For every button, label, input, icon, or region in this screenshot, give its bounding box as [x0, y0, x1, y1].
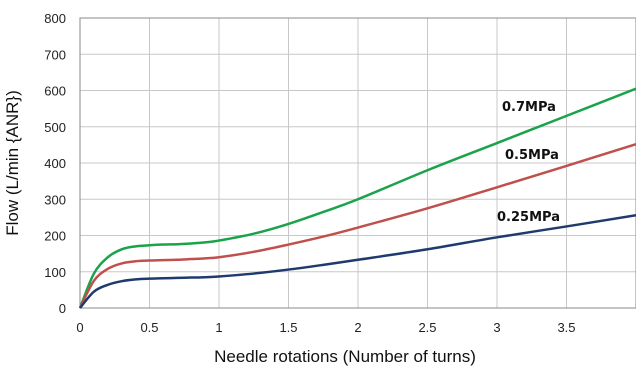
- series-labels: 0.7MPa 0.5MPa 0.25MPa: [497, 100, 560, 225]
- x-tick-labels: 0 0.5 1 1.5 2 2.5 3 3.5: [76, 320, 575, 335]
- x-tick-label: 3: [493, 320, 500, 335]
- series-label-0.7MPa: 0.7MPa: [502, 100, 556, 115]
- y-tick-labels: 0 100 200 300 400 500 600 700 800: [44, 11, 66, 316]
- y-axis-title: Flow (L/min {ANR}): [3, 90, 22, 235]
- series-line-0.5MPa: [78, 142, 636, 309]
- x-tick-label: 2: [354, 320, 361, 335]
- plot-frame: [79, 17, 636, 309]
- x-tick-label: 3.5: [557, 320, 575, 335]
- x-tick-label: 2.5: [418, 320, 436, 335]
- y-tick-label: 200: [44, 229, 66, 244]
- y-tick-label: 500: [44, 120, 66, 135]
- series-label-0.25MPa: 0.25MPa: [497, 210, 560, 225]
- y-tick-label: 600: [44, 84, 66, 99]
- y-tick-label: 300: [44, 192, 66, 207]
- x-tick-label: 0.5: [140, 320, 158, 335]
- y-tick-label: 400: [44, 156, 66, 171]
- grid-lines: [80, 18, 636, 308]
- y-tick-label: 700: [44, 47, 66, 62]
- y-tick-label: 100: [44, 265, 66, 280]
- x-tick-label: 0: [76, 320, 83, 335]
- y-tick-label: 800: [44, 11, 66, 26]
- series-line-0.7MPa: [78, 87, 636, 309]
- series-line-0.25MPa: [79, 213, 636, 309]
- series-label-0.5MPa: 0.5MPa: [505, 148, 559, 163]
- x-tick-label: 1.5: [279, 320, 297, 335]
- x-tick-label: 1: [215, 320, 222, 335]
- x-axis-title: Needle rotations (Number of turns): [214, 347, 476, 366]
- y-tick-label: 0: [59, 301, 66, 316]
- series-layer: [78, 87, 636, 309]
